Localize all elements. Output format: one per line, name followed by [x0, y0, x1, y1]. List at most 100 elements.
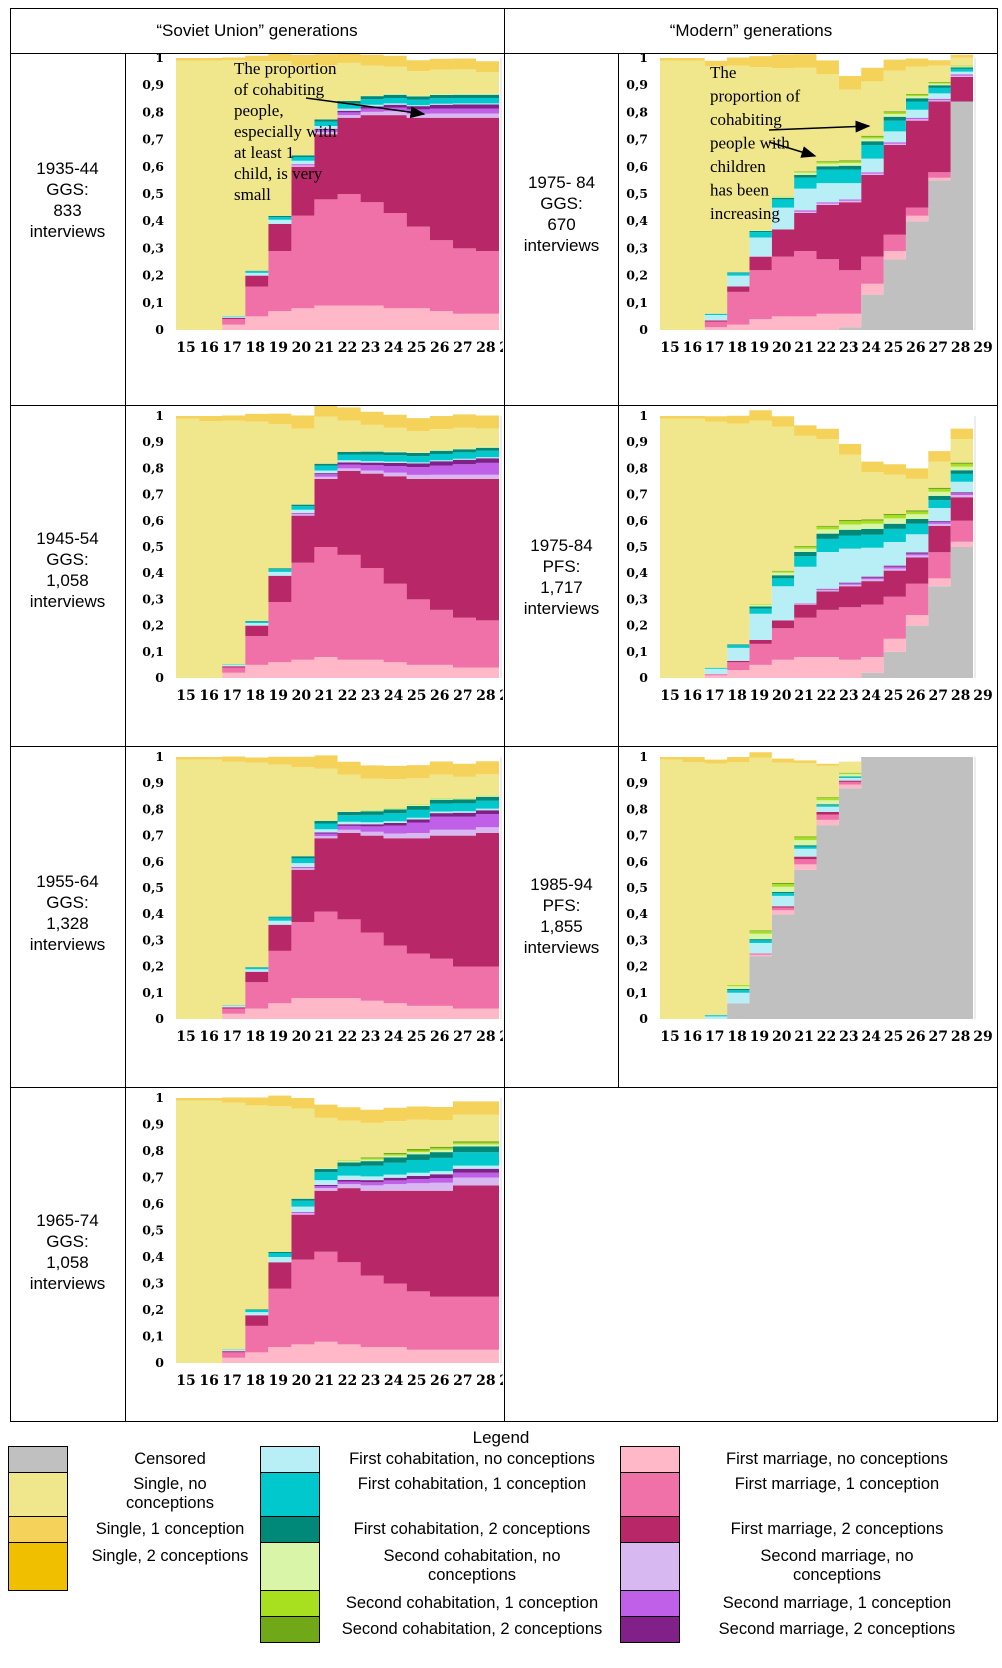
legend-swatch-censored	[8, 1446, 68, 1473]
x-tick-label: 22	[817, 688, 836, 704]
x-tick-label: 18	[727, 1029, 746, 1045]
x-tick-label: 16	[199, 688, 218, 704]
x-tick-label: 21	[315, 1373, 334, 1389]
x-tick-label: 24	[384, 688, 404, 704]
area-cohab1_0	[176, 103, 499, 331]
x-tick-label: 20	[292, 340, 312, 356]
y-tick-label: 0,3	[626, 240, 648, 255]
y-tick-label: 0	[155, 670, 164, 685]
area-marr1_2	[660, 77, 973, 330]
y-tick-label: 0	[639, 670, 648, 685]
y-tick-label: 1	[155, 408, 164, 423]
y-tick-label: 0,7	[142, 1170, 164, 1185]
area-marr1_0	[660, 541, 973, 678]
area-single_1	[176, 406, 499, 432]
annotation-line: The proportion	[234, 59, 337, 78]
x-tick-label: 21	[315, 688, 334, 704]
y-tick-label: 0,6	[626, 854, 648, 869]
x-tick-label: 29	[499, 1373, 503, 1389]
area-marr1_1	[660, 101, 973, 330]
x-tick-label: 19	[750, 1029, 769, 1045]
x-tick-label: 20	[292, 688, 312, 704]
annotation-line: especially with	[234, 122, 337, 141]
x-tick-label: 27	[453, 1373, 472, 1389]
y-tick-label: 0,5	[626, 186, 648, 201]
area-marr1_1	[176, 1251, 499, 1363]
annotation-line: of cohabiting	[234, 80, 325, 99]
area-single_0	[660, 757, 973, 1019]
area-cohab2_0	[660, 466, 973, 678]
group-label-1975-ggs: 1975- 84 GGS: 670 interviews	[523, 173, 600, 255]
y-tick-label: 0,6	[142, 854, 164, 869]
area-marr1_1	[176, 547, 499, 678]
area-cohab1_1	[176, 98, 499, 330]
legend: Legend Censored Single, no conceptions Sin…	[0, 1424, 1002, 1668]
x-tick-label: 19	[750, 340, 769, 356]
y-tick-label: 0,6	[142, 159, 164, 174]
y-tick-label: 0,8	[142, 460, 164, 475]
x-tick-label: 19	[750, 688, 769, 704]
x-tick-label: 28	[476, 340, 495, 356]
x-tick-label: 25	[884, 688, 903, 704]
x-tick-label: 17	[222, 1373, 241, 1389]
x-tick-label: 20	[772, 688, 792, 704]
x-tick-label: 19	[269, 688, 288, 704]
x-tick-label: 24	[384, 340, 404, 356]
x-tick-label: 17	[705, 340, 724, 356]
annotation-arrow	[305, 97, 426, 119]
y-tick-label: 0	[155, 322, 164, 337]
group-label-1965: 1965-74 GGS: 1,058 interviews	[29, 1211, 106, 1293]
annotation-line: people with	[710, 134, 790, 153]
legend-label-cohab1_0: First cohabitation, no conceptions	[349, 1449, 595, 1468]
area-marr1_2	[176, 471, 499, 678]
area-single_0	[176, 416, 499, 678]
x-tick-label: 21	[794, 688, 813, 704]
x-tick-label: 24	[384, 1373, 404, 1389]
y-tick-label: 0,3	[142, 591, 164, 606]
y-tick-label: 0,4	[626, 906, 648, 921]
grid-row-line-0	[10, 53, 998, 54]
y-tick-label: 0,4	[142, 906, 164, 921]
y-tick-label: 1	[639, 408, 648, 423]
x-tick-label: 21	[315, 340, 334, 356]
x-tick-label: 29	[973, 1029, 992, 1045]
group-label-1975-pfs: 1975-84 PFS: 1,717 interviews	[523, 536, 600, 618]
legend-title: Legend	[472, 1428, 530, 1447]
y-tick-label: 0,4	[142, 213, 164, 228]
x-tick-label: 28	[951, 340, 970, 356]
y-tick-label: 1	[155, 54, 164, 65]
area-censored	[660, 547, 973, 678]
area-cohab1_0	[660, 481, 973, 678]
header-modern: “Modern” generations	[669, 21, 833, 40]
legend-label-cohab1_2: First cohabitation, 2 conceptions	[353, 1519, 591, 1538]
legend-label-single_0: Single, no conceptions	[125, 1475, 215, 1512]
x-tick-label: 16	[199, 340, 218, 356]
y-tick-label: 0,9	[626, 77, 648, 92]
grid-row-line-2	[10, 746, 998, 747]
x-tick-label: 27	[929, 340, 948, 356]
x-tick-label: 23	[839, 1029, 858, 1045]
y-tick-label: 0,9	[142, 775, 164, 790]
area-cohab1_1	[176, 1152, 499, 1363]
y-tick-label: 0,5	[626, 539, 648, 554]
area-cohab1_0	[176, 1165, 499, 1363]
y-tick-label: 0,1	[626, 985, 648, 1000]
legend-swatch-marr2_2	[620, 1616, 680, 1643]
y-tick-label: 0,3	[626, 591, 648, 606]
annotation-arrow	[768, 141, 817, 158]
y-tick-label: 0,2	[626, 618, 648, 633]
legend-swatch-cohab1_0	[260, 1446, 320, 1473]
y-tick-label: 0,6	[142, 513, 164, 528]
annotation-line: child, is very	[234, 164, 323, 183]
annotation-line: children	[710, 157, 766, 176]
x-tick-label: 15	[660, 340, 679, 356]
x-tick-label: 18	[245, 1373, 264, 1389]
area-single_0	[176, 759, 499, 1019]
group-label-1945: 1945-54 GGS: 1,058 interviews	[29, 529, 106, 611]
x-tick-label: 23	[361, 1029, 380, 1045]
group-label-1935: 1935-44 GGS: 833 interviews	[29, 159, 106, 241]
y-tick-label: 0	[639, 1011, 648, 1026]
annotation-line: has been	[710, 181, 770, 200]
x-tick-label: 28	[476, 1373, 495, 1389]
x-tick-label: 18	[245, 340, 264, 356]
